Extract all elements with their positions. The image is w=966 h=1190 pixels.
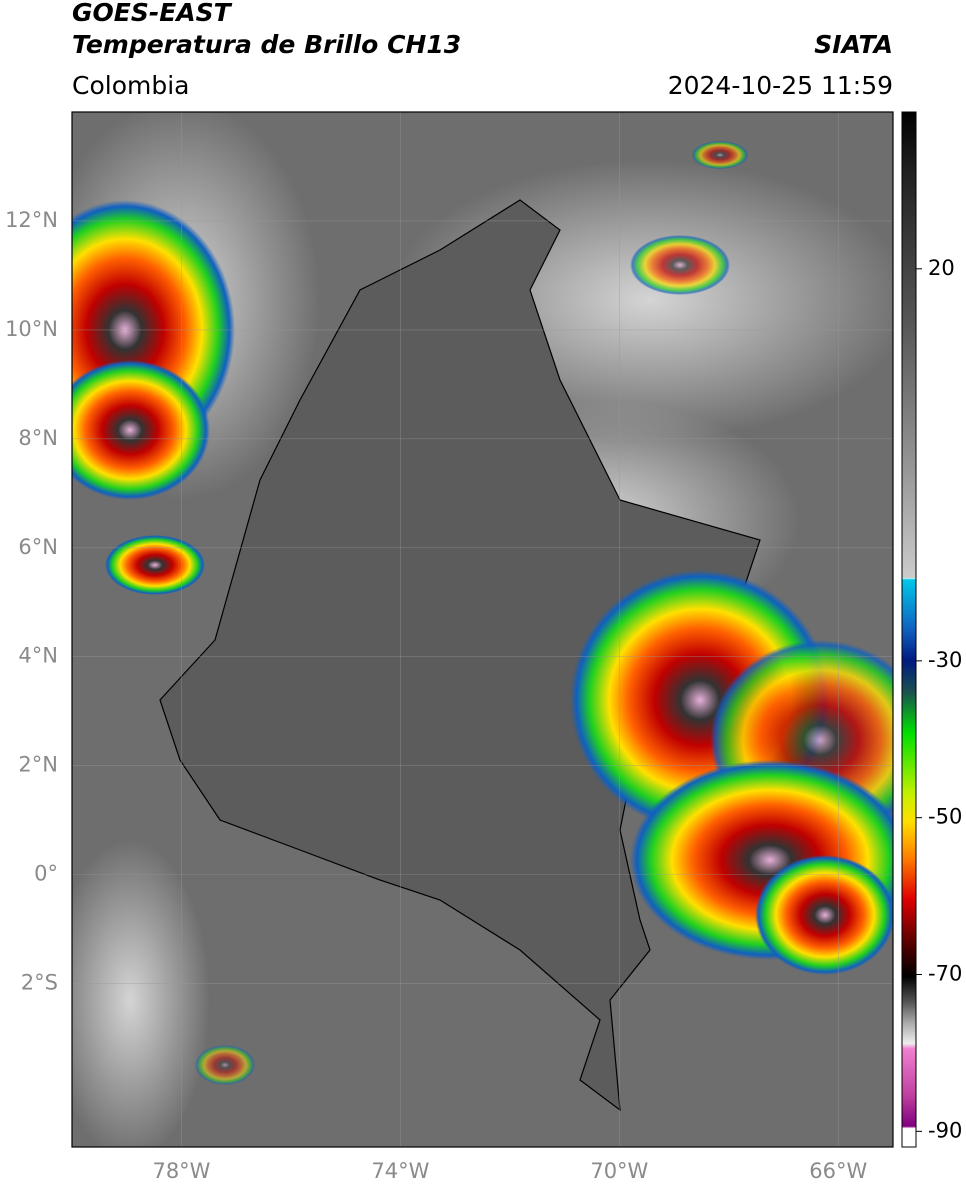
lon-label: 74°W bbox=[371, 1159, 429, 1183]
lat-label: 2°S bbox=[21, 971, 58, 995]
storm bbox=[72, 360, 210, 500]
region: Colombia bbox=[72, 71, 189, 100]
map-frame bbox=[71, 111, 894, 1148]
lat-label: 0° bbox=[34, 862, 58, 886]
storm bbox=[755, 855, 893, 975]
lat-label: 8°N bbox=[18, 426, 58, 450]
colorbar-label: -90 bbox=[928, 1118, 962, 1142]
colorbar-label: -30 bbox=[928, 648, 962, 672]
map bbox=[72, 112, 893, 1147]
lat-label: 2°N bbox=[18, 753, 58, 777]
storm bbox=[630, 235, 730, 295]
datetime: 2024-10-25 11:59 bbox=[668, 71, 893, 100]
agency: SIATA bbox=[814, 30, 893, 59]
title: GOES-EAST bbox=[72, 0, 233, 27]
lon-label: 70°W bbox=[590, 1159, 648, 1183]
storm bbox=[105, 535, 205, 595]
storm bbox=[195, 1045, 255, 1085]
lat-label: 6°N bbox=[18, 535, 58, 559]
lon-label: 78°W bbox=[152, 1159, 210, 1183]
cloud bbox=[72, 840, 210, 1147]
lat-label: 12°N bbox=[5, 208, 58, 232]
subtitle: Temperatura de Brillo CH13 bbox=[72, 30, 461, 59]
colorbar-label: -70 bbox=[928, 962, 962, 986]
lat-label: 4°N bbox=[18, 644, 58, 668]
storm bbox=[692, 141, 748, 169]
colorbar-label: 20 bbox=[928, 256, 955, 280]
colorbar-label: -50 bbox=[928, 805, 962, 829]
lon-label: 66°W bbox=[809, 1159, 867, 1183]
colorbar bbox=[901, 111, 917, 1148]
lat-label: 10°N bbox=[5, 317, 58, 341]
